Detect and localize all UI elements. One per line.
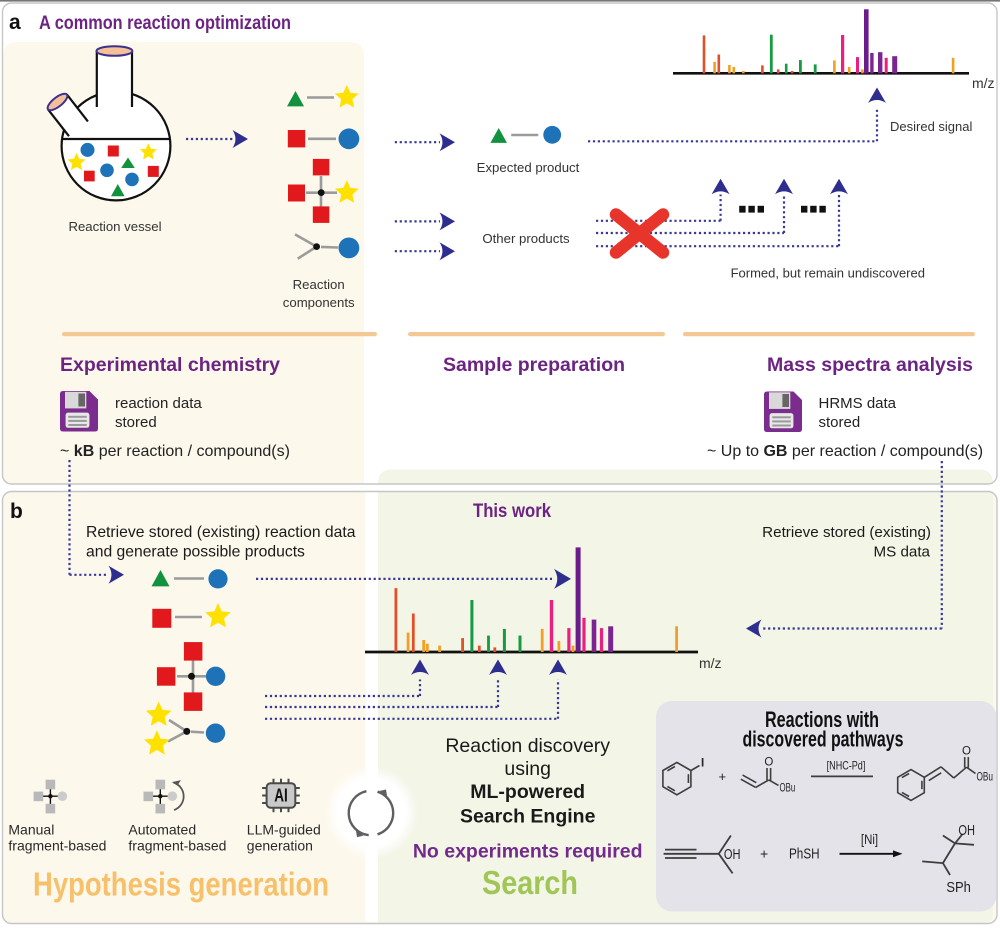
svg-text:+: + [760,846,768,862]
svg-text:Other products: Other products [482,231,570,246]
svg-text:Sample preparation: Sample preparation [443,354,625,376]
svg-text:AI: AI [274,786,288,806]
svg-text:Formed, but remain undiscovere: Formed, but remain undiscovered [731,266,925,281]
svg-text:O: O [764,757,773,769]
svg-text:+: + [719,769,727,784]
svg-text:LLM-guided: LLM-guided [247,822,321,838]
svg-text:Reaction discovery: Reaction discovery [445,735,610,757]
svg-text:discovered pathways: discovered pathways [743,727,904,752]
svg-text:OBu: OBu [977,770,994,784]
svg-text:reaction data: reaction data [115,395,202,412]
svg-text:[NHC-Pd]: [NHC-Pd] [827,759,866,773]
svg-text:Experimental chemistry: Experimental chemistry [60,354,280,376]
svg-text:Automated: Automated [128,822,196,838]
svg-text:This work: This work [473,500,551,522]
svg-text:a: a [9,11,21,34]
svg-text:using: using [504,758,551,780]
svg-text:generation: generation [247,838,313,854]
svg-text:Search: Search [482,864,578,901]
svg-text:ML-powered: ML-powered [470,781,585,803]
svg-text:fragment-based: fragment-based [128,838,226,854]
svg-text:Mass spectra analysis: Mass spectra analysis [767,354,973,376]
svg-text:components: components [283,295,355,310]
svg-text:~ Up to GB per reaction / comp: ~ Up to GB per reaction / compound(s) [707,443,983,460]
svg-text:Search Engine: Search Engine [460,805,596,827]
svg-text:fragment-based: fragment-based [8,838,106,854]
svg-text:stored: stored [115,414,157,431]
svg-text:Retrieve stored (existing): Retrieve stored (existing) [762,524,931,541]
svg-text:I: I [701,758,704,770]
svg-text:OBu: OBu [780,781,796,795]
svg-text:Manual: Manual [8,822,54,838]
svg-text:[Ni]: [Ni] [861,832,878,847]
svg-text:Hypothesis generation: Hypothesis generation [33,866,329,903]
svg-text:MS data: MS data [873,544,930,561]
svg-text:stored: stored [819,414,861,431]
svg-text:OH: OH [724,846,741,863]
svg-text:b: b [10,500,23,523]
svg-text:m/z: m/z [699,655,722,671]
svg-text:m/z: m/z [972,75,995,91]
svg-text:PhSH: PhSH [789,846,820,863]
svg-text:~ kB per reaction / compound(s: ~ kB per reaction / compound(s) [60,443,290,460]
svg-text:and generate possible products: and generate possible products [86,544,305,561]
svg-text:O: O [962,746,971,758]
svg-text:HRMS data: HRMS data [819,395,897,412]
svg-text:Desired signal: Desired signal [890,119,972,134]
svg-text:Reaction: Reaction [293,277,345,292]
svg-text:Reaction vessel: Reaction vessel [68,219,161,234]
svg-text:Retrieve stored (existing) rea: Retrieve stored (existing) reaction data [86,524,356,541]
svg-text:A common reaction optimization: A common reaction optimization [39,12,291,34]
svg-text:SPh: SPh [946,879,971,896]
svg-text:Expected product: Expected product [477,160,580,175]
svg-text:OH: OH [958,822,975,839]
svg-text:No experiments required: No experiments required [413,841,643,863]
svg-text:Reactions with: Reactions with [765,707,879,732]
